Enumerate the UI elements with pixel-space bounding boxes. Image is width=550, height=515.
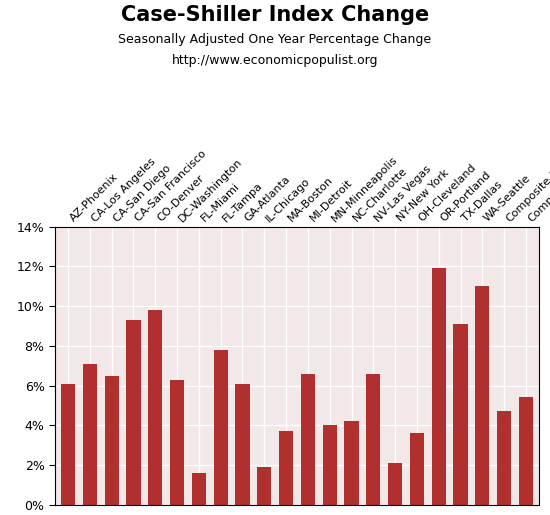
Bar	[410, 433, 424, 505]
Bar	[279, 431, 293, 505]
Bar	[235, 384, 250, 505]
Bar	[388, 463, 402, 505]
Bar	[453, 324, 468, 505]
Bar	[366, 373, 381, 505]
Bar	[83, 364, 97, 505]
Bar	[148, 310, 162, 505]
Bar	[104, 375, 119, 505]
Bar	[61, 384, 75, 505]
Bar	[126, 320, 141, 505]
Bar	[323, 425, 337, 505]
Text: Seasonally Adjusted One Year Percentage Change: Seasonally Adjusted One Year Percentage …	[118, 33, 432, 46]
Bar	[257, 467, 271, 505]
Bar	[192, 473, 206, 505]
Bar	[519, 398, 533, 505]
Text: Case-Shiller Index Change: Case-Shiller Index Change	[121, 5, 429, 25]
Bar	[213, 350, 228, 505]
Bar	[432, 268, 446, 505]
Text: http://www.economicpopulist.org: http://www.economicpopulist.org	[172, 54, 378, 67]
Bar	[301, 373, 315, 505]
Bar	[497, 411, 511, 505]
Bar	[170, 380, 184, 505]
Bar	[344, 421, 359, 505]
Bar	[475, 286, 490, 505]
